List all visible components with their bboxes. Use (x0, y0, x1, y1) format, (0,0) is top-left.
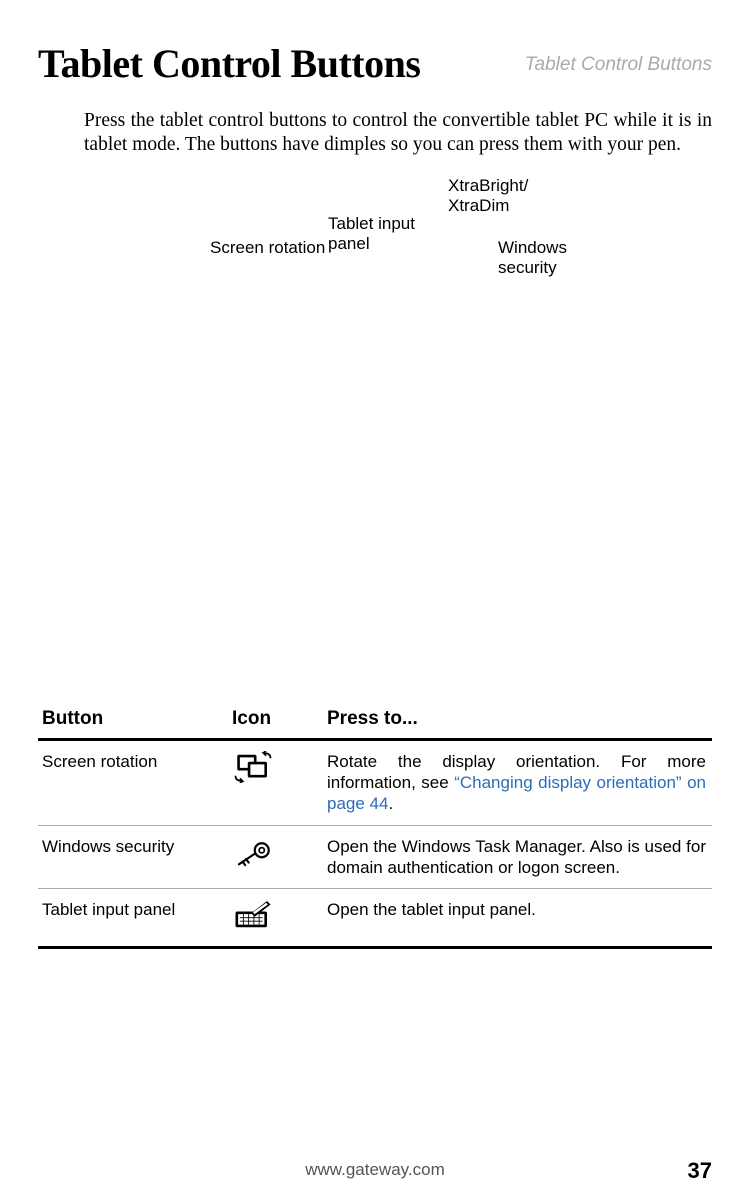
screen-rotation-icon (232, 768, 274, 787)
table-row: Windows security Open the Windows Task M… (38, 825, 712, 889)
label-screen-rotation: Screen rotation (210, 238, 330, 258)
diagram-placeholder (38, 296, 712, 696)
intro-paragraph: Press the tablet control buttons to cont… (84, 109, 712, 158)
cell-icon (228, 889, 323, 948)
label-windows-security: Windows security (498, 238, 618, 278)
th-press-to: Press to... (323, 702, 712, 740)
cell-description: Open the tablet input panel. (323, 889, 712, 948)
cell-icon (228, 739, 323, 825)
cell-description: Open the Windows Task Manager. Also is u… (323, 825, 712, 889)
th-icon: Icon (228, 702, 323, 740)
table-row: Tablet input panel (38, 889, 712, 948)
cell-button-name: Tablet input panel (38, 889, 228, 948)
label-xtrabright: XtraBright/ XtraDim (448, 176, 568, 216)
th-button: Button (38, 702, 228, 740)
desc-suffix: . (388, 794, 393, 813)
key-icon (232, 853, 274, 872)
cell-icon (228, 825, 323, 889)
diagram-label-cluster: XtraBright/ XtraDim Tablet input panel S… (38, 176, 712, 296)
label-tablet-input-panel: Tablet input panel (328, 214, 448, 254)
running-head: Tablet Control Buttons (525, 54, 712, 76)
cell-description: Rotate the display orientation. For more… (323, 739, 712, 825)
tablet-input-icon (232, 916, 274, 935)
buttons-table: Button Icon Press to... Screen rotation (38, 702, 712, 950)
footer-url: www.gateway.com (0, 1160, 750, 1180)
cell-button-name: Screen rotation (38, 739, 228, 825)
table-row: Screen rotation Rotate th (38, 739, 712, 825)
cell-button-name: Windows security (38, 825, 228, 889)
